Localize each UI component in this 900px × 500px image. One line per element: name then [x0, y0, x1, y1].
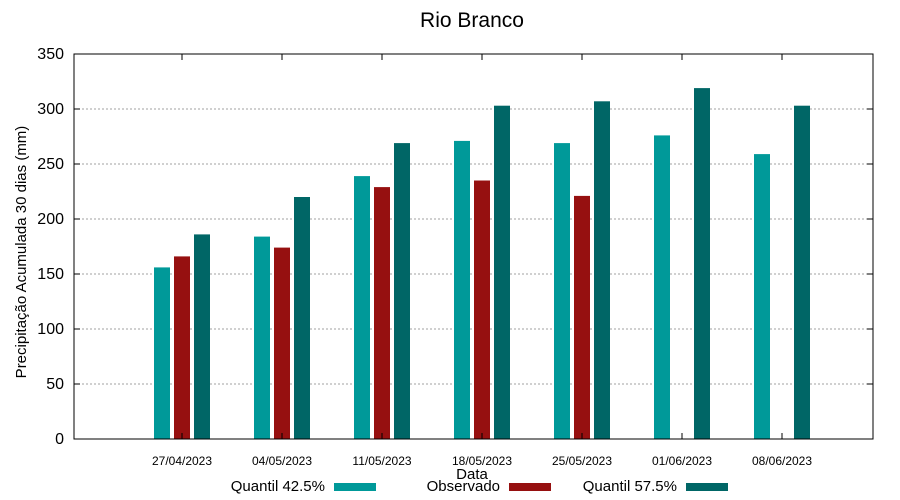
bar-0-1: [254, 236, 270, 439]
bar-2-1: [294, 197, 310, 439]
bar-0-5: [654, 135, 670, 439]
x-tick-label: 11/05/2023: [352, 454, 411, 468]
y-tick-label: 300: [37, 101, 64, 118]
bar-0-3: [454, 140, 470, 439]
y-tick-label: 250: [37, 156, 64, 173]
x-tick-label: 08/06/2023: [752, 454, 812, 468]
x-tick-label: 27/04/2023: [152, 454, 212, 468]
legend-swatch-2: [686, 483, 728, 491]
bar-2-0: [194, 234, 210, 439]
grid-lines: [74, 108, 873, 385]
bar-2-2: [394, 143, 410, 439]
legend-swatch-1: [509, 483, 551, 491]
y-tick-label: 150: [37, 266, 64, 283]
bar-1-1: [274, 247, 290, 439]
bar-2-3: [494, 105, 510, 439]
plot-frame: [73, 53, 874, 440]
legend-label-1: Observado: [427, 478, 500, 495]
legend-label-0: Quantil 42.5%: [231, 478, 325, 495]
x-axis-label: Data: [456, 466, 488, 483]
y-tick-label: 50: [46, 376, 64, 393]
bar-1-2: [374, 187, 390, 439]
bar-2-5: [694, 88, 710, 439]
bar-2-4: [594, 101, 610, 440]
y-tick-label: 200: [37, 211, 64, 228]
x-axis: 27/04/2023 04/05/2023 11/05/2023 18/05/2023…: [152, 54, 812, 468]
y-tick-label: 350: [37, 46, 64, 63]
y-axis: 0 50 100 150 200 250 300 350: [37, 46, 873, 448]
bar-1-3: [474, 180, 490, 439]
y-axis-label: Precipitação Acumulada 30 dias (mm): [13, 126, 30, 379]
x-tick-label: 18/05/2023: [452, 454, 512, 468]
bar-1-0: [174, 256, 190, 439]
bar-0-0: [154, 267, 170, 439]
x-tick-label: 04/05/2023: [252, 454, 312, 468]
legend: Quantil 42.5% Observado Quantil 57.5%: [231, 478, 728, 495]
bars: [154, 88, 810, 440]
bar-0-2: [354, 176, 370, 439]
y-tick-label: 0: [55, 431, 64, 448]
bar-1-4: [574, 195, 590, 439]
legend-label-2: Quantil 57.5%: [583, 478, 677, 495]
x-tick-label: 01/06/2023: [652, 454, 712, 468]
bar-0-4: [554, 143, 570, 439]
x-tick-label: 25/05/2023: [552, 454, 612, 468]
bar-2-6: [794, 105, 810, 439]
y-tick-label: 100: [37, 321, 64, 338]
chart-title: Rio Branco: [420, 9, 524, 32]
bar-0-6: [754, 154, 770, 439]
legend-swatch-0: [334, 483, 376, 491]
